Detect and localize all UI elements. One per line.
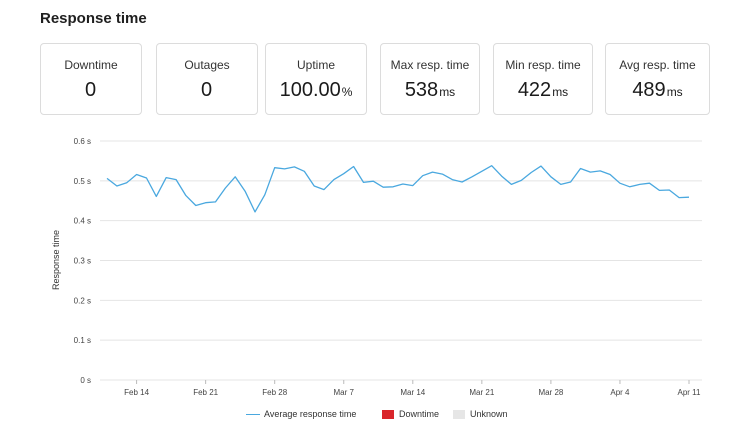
legend-item-average[interactable]: Average response time (246, 409, 356, 419)
stat-card-max-resp: Max resp. time 538ms (380, 43, 480, 115)
y-tick-label: 0 s (80, 376, 91, 385)
x-tick-label: Feb 21 (193, 388, 218, 397)
stat-unit: % (341, 85, 353, 99)
stat-number: 422 (517, 79, 552, 101)
x-tick-label: Mar 21 (469, 388, 494, 397)
x-tick-label: Mar 7 (334, 388, 355, 397)
stat-number: 100.00 (279, 79, 341, 101)
stat-card-uptime: Uptime 100.00% (265, 43, 367, 115)
stat-value: 489ms (606, 78, 709, 104)
stat-value: 538ms (381, 78, 479, 104)
legend-item-downtime[interactable]: Downtime (382, 409, 439, 419)
stat-card-min-resp: Min resp. time 422ms (493, 43, 593, 115)
chart-svg: 0 s 0.1 s 0.2 s 0.3 s 0.4 s 0.5 s 0.6 s Feb 14… (51, 137, 702, 397)
stat-number: 0 (200, 79, 213, 101)
x-tick-label: Apr 4 (610, 388, 630, 397)
y-tick-label: 0.3 s (74, 257, 91, 266)
stat-card-outages: Outages 0 (156, 43, 258, 115)
stat-label: Avg resp. time (619, 58, 696, 72)
stat-card-downtime: Downtime 0 (40, 43, 142, 115)
stat-value: 100.00% (266, 78, 366, 104)
legend-swatch-unknown (453, 409, 465, 419)
legend-item-unknown[interactable]: Unknown (453, 409, 508, 419)
stat-unit: ms (439, 85, 456, 99)
x-tick-label: Apr 11 (678, 388, 702, 397)
stat-unit: ms (552, 85, 569, 99)
grid-layer (100, 140, 702, 381)
stat-number: 489 (632, 79, 666, 101)
stat-label: Outages (184, 58, 230, 72)
legend-label: Unknown (470, 409, 508, 419)
stat-value: 422ms (494, 78, 592, 104)
stats-cards: Downtime 0 Outages 0 Uptime 100.00% Max … (40, 43, 712, 117)
stat-number: 0 (84, 79, 97, 101)
legend-label: Downtime (399, 409, 440, 419)
stat-card-avg-resp: Avg resp. time 489ms (605, 43, 710, 115)
stat-value: 0 (157, 78, 257, 104)
stat-unit: ms (666, 85, 683, 99)
stat-label: Downtime (64, 58, 118, 72)
x-tick-label: Mar 28 (538, 388, 563, 397)
stat-value: 0 (41, 78, 141, 104)
y-tick-label: 0.2 s (74, 296, 91, 305)
stat-label: Uptime (296, 58, 335, 72)
chart-legend: Average response time Downtime Unknown (0, 409, 750, 423)
y-tick-label: 0.1 s (74, 336, 91, 345)
x-ticks: Feb 14 Feb 21 Feb 28 Mar 7 Mar 14 Mar 21 Mar 2… (124, 380, 701, 397)
x-tick-label: Feb 14 (124, 388, 149, 397)
legend-swatch-line (246, 413, 260, 415)
stat-number: 538 (404, 79, 439, 101)
y-axis-label: Response time (51, 230, 61, 290)
y-ticks: 0 s 0.1 s 0.2 s 0.3 s 0.4 s 0.5 s 0.6 s (74, 137, 91, 385)
stat-label: Max resp. time (390, 58, 470, 72)
response-time-chart: 0 s 0.1 s 0.2 s 0.3 s 0.4 s 0.5 s 0.6 s Feb 14… (0, 125, 750, 425)
y-tick-label: 0.4 s (74, 217, 91, 226)
x-tick-label: Mar 14 (400, 388, 425, 397)
legend-label: Average response time (264, 409, 357, 419)
series-line-average (106, 165, 690, 213)
y-tick-label: 0.6 s (74, 137, 91, 146)
legend-swatch-downtime (382, 409, 394, 419)
stat-label: Min resp. time (505, 58, 581, 72)
y-tick-label: 0.5 s (74, 177, 91, 186)
page-title: Response time (40, 10, 147, 27)
x-tick-label: Feb 28 (262, 388, 287, 397)
